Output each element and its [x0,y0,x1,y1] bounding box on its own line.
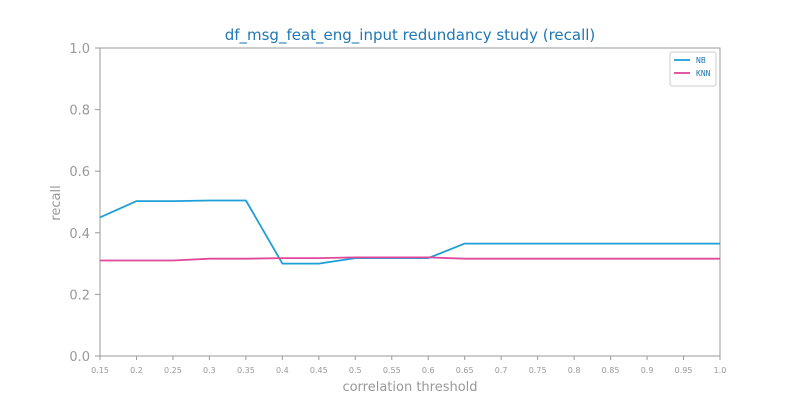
x-tick-label: 0.85 [602,366,620,375]
x-axis-label: correlation threshold [342,380,477,395]
x-tick-label: 0.4 [276,366,289,375]
legend: NB KNN [669,51,717,87]
y-tick-label: 0.2 [69,288,90,303]
chart-title: df_msg_feat_eng_input redundancy study (… [225,26,596,45]
x-tick-label: 0.15 [91,366,109,375]
series-line-knn [100,256,720,262]
x-tick-label: 0.9 [641,366,654,375]
x-tick-label: 0.6 [422,366,435,375]
x-tick-label: 0.95 [675,366,693,375]
x-tick-label: 0.25 [164,366,182,375]
plot-area: 0.0 0.2 0.4 0.6 0.8 1.0 0.15 0.2 0.25 0.3 0.35 0.4 0… [69,42,726,375]
x-tick-label: 1.0 [714,366,727,375]
y-tick-label: 0.6 [69,165,90,180]
x-tick-label: 0.3 [203,366,216,375]
x-tick-label: 0.2 [130,366,143,375]
series-line-nb [99,199,720,265]
plot-frame [99,47,721,357]
x-tick-label: 0.45 [310,366,328,375]
legend-label-knn: KNN [696,69,711,78]
legend-label-nb: NB [696,56,706,65]
x-tick-label: 0.35 [237,366,255,375]
x-tick-label: 0.75 [529,366,547,375]
y-tick-label: 0.4 [69,227,90,242]
x-tick-label: 0.65 [456,366,474,375]
y-tick-label: 1.0 [69,42,90,57]
y-tick-label: 0.0 [69,350,90,365]
x-tick-label: 0.8 [568,366,581,375]
y-axis-label: recall [49,185,64,220]
x-tick-label: 0.7 [495,366,508,375]
y-tick-label: 0.8 [69,104,90,119]
x-tick-label: 0.55 [383,366,401,375]
x-tick-label: 0.5 [349,366,362,375]
